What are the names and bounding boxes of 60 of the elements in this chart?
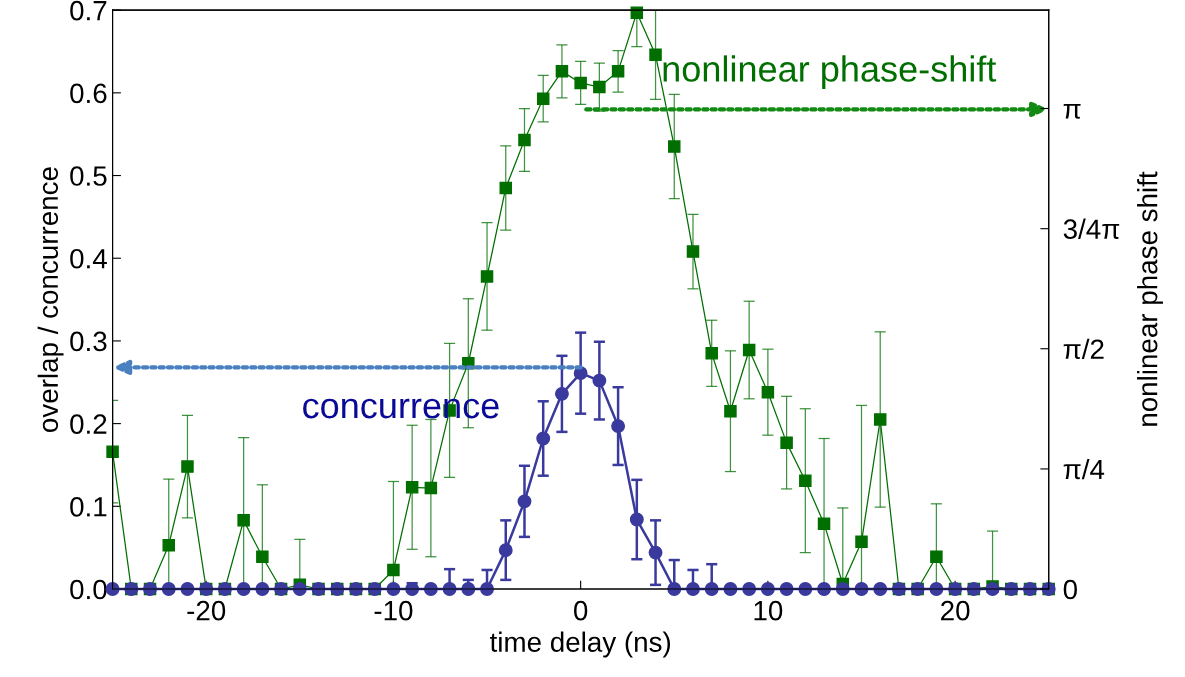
x-tick-label: 20: [941, 600, 970, 621]
y-tick-label: 0.5: [70, 166, 107, 186]
y2-tick-label: 3/4π: [1063, 218, 1120, 240]
point: [256, 550, 269, 563]
point: [686, 245, 700, 258]
point: [499, 181, 513, 195]
point: [162, 538, 175, 552]
y2-tick-label: π/2: [1063, 338, 1104, 360]
point: [593, 80, 606, 94]
point: [629, 512, 644, 527]
point: [611, 65, 625, 78]
point: [930, 550, 943, 563]
annotation: nonlinear phase-shift: [663, 55, 997, 89]
x-tick-label: 10: [754, 600, 783, 621]
point: [106, 445, 119, 458]
point: [742, 343, 756, 357]
point: [649, 48, 662, 62]
point: [536, 92, 550, 105]
x-tick-label: -20: [187, 600, 226, 621]
x-tick-label: -10: [374, 600, 413, 621]
y-tick-label: 0.0: [70, 579, 107, 600]
point: [518, 133, 531, 147]
point: [237, 514, 250, 527]
point: [799, 474, 812, 487]
y-tick-label: 0.7: [70, 0, 107, 21]
y-tick-label: 0.6: [70, 83, 107, 104]
point: [780, 436, 793, 449]
y2-tick-label: π/4: [1063, 458, 1105, 480]
point: [705, 347, 718, 360]
y-tick-label: 0.2: [70, 414, 107, 434]
point: [611, 419, 626, 434]
point: [405, 481, 419, 494]
point: [817, 517, 831, 530]
point: [480, 270, 494, 283]
point: [873, 413, 887, 426]
y2-tick-label: π: [1063, 103, 1081, 119]
point: [855, 535, 868, 549]
point: [668, 140, 681, 153]
y-axis-title: overlap / concurrence: [37, 167, 64, 432]
point: [761, 385, 775, 399]
point: [517, 494, 532, 509]
y-tick-label: 0.3: [70, 331, 107, 352]
point: [181, 460, 194, 473]
point: [574, 76, 587, 90]
point: [648, 545, 663, 560]
point: [498, 543, 513, 558]
point: [630, 6, 644, 19]
point: [554, 386, 569, 401]
point: [387, 563, 400, 577]
point: [592, 373, 607, 388]
point: [555, 65, 569, 78]
x-tick-label: 0: [574, 600, 588, 621]
point: [724, 404, 737, 418]
y-tick-label: 0.4: [70, 248, 107, 269]
y2-tick-label: 0: [1063, 579, 1077, 600]
x-axis-title: time delay (ns): [490, 631, 671, 658]
y2-axis-title: nonlinear phase shift: [1137, 171, 1163, 426]
point: [424, 481, 438, 495]
y-tick-label: 0.1: [70, 496, 107, 517]
point: [536, 431, 551, 446]
